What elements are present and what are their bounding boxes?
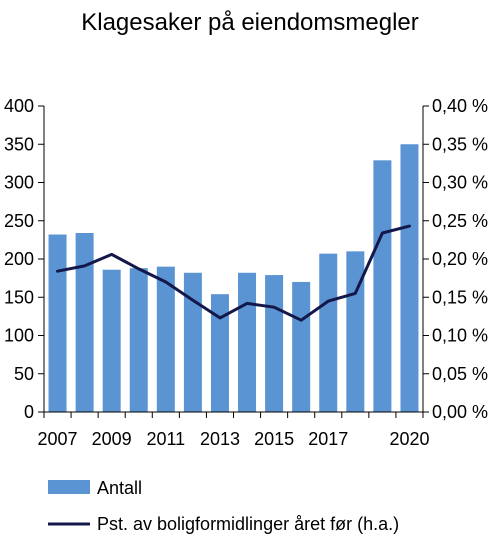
y-right-tick-label: 0,25 %: [432, 211, 488, 231]
bar-2010: [129, 268, 148, 412]
x-tick-label-2017: 2017: [308, 429, 348, 449]
bar-2013: [210, 294, 229, 412]
x-tick-label-2011: 2011: [146, 429, 185, 449]
y-right-tick-label: 0,05 %: [432, 364, 488, 384]
bar-2018: [346, 251, 365, 412]
y-left-tick-label: 250: [4, 211, 34, 231]
y-left-tick-label: 0: [24, 402, 34, 422]
y-left-tick-label: 200: [4, 249, 34, 269]
legend-label-bars: Antall: [97, 478, 142, 498]
y-left-tick-label: 350: [4, 134, 34, 154]
bar-2016: [292, 281, 311, 412]
bar-2012: [183, 272, 202, 412]
y-right-tick-label: 0,40 %: [432, 96, 488, 116]
y-right-tick-label: 0,15 %: [432, 287, 488, 307]
legend-swatch-bars: [48, 480, 90, 494]
y-left-tick-label: 100: [4, 326, 34, 346]
axes-layer: 0 50 100 150 200 250 300 350 400 0,00 % 0,05 % 0,10…: [4, 96, 488, 449]
chart-title: Klagesaker på eiendomsmegler: [81, 9, 419, 36]
y-left-tick-label: 50: [14, 364, 34, 384]
x-tick-label-2020: 2020: [389, 429, 429, 449]
x-tick-label-2015: 2015: [254, 429, 294, 449]
x-tick-label-2009: 2009: [92, 429, 132, 449]
bar-2014: [238, 272, 257, 412]
bar-2019: [373, 160, 392, 412]
x-tick-label-2007: 2007: [38, 429, 78, 449]
series-line-pst: [56, 224, 411, 322]
y-right-tick-label: 0,00 %: [432, 402, 488, 422]
bars-layer: [48, 144, 419, 412]
y-right-tick-label: 0,20 %: [432, 249, 488, 269]
line-layer: [56, 224, 411, 322]
legend: Antall Pst. av boligformidlinger året fø…: [48, 478, 399, 534]
y-right-tick-label: 0,10 %: [432, 326, 488, 346]
bar-2008: [75, 232, 94, 412]
bar-2020: [400, 144, 419, 412]
bar-2007: [48, 234, 67, 412]
y-right-tick-label: 0,35 %: [432, 134, 488, 154]
bar-2015: [265, 275, 284, 412]
y-left-tick-label: 150: [4, 287, 34, 307]
y-left-tick-label: 300: [4, 173, 34, 193]
bar-2011: [156, 266, 175, 412]
y-left-tick-label: 400: [4, 96, 34, 116]
legend-label-line: Pst. av boligformidlinger året før (h.a.…: [97, 514, 399, 534]
bar-2009: [102, 269, 121, 412]
x-tick-label-2013: 2013: [200, 429, 240, 449]
y-right-tick-label: 0,30 %: [432, 173, 488, 193]
bar-2017: [319, 253, 338, 412]
